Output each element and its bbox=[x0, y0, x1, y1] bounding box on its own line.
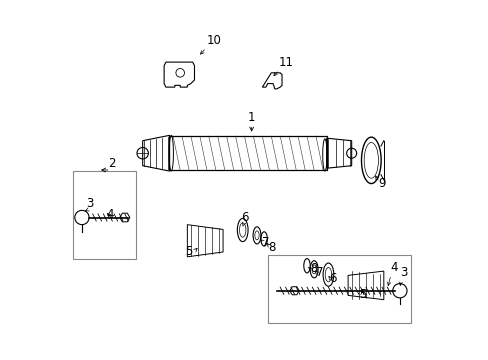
Text: 4: 4 bbox=[389, 261, 397, 274]
Text: 10: 10 bbox=[206, 34, 222, 47]
Text: 6: 6 bbox=[240, 211, 248, 224]
Text: 3: 3 bbox=[86, 197, 94, 210]
Text: 2: 2 bbox=[108, 157, 116, 171]
Text: 4: 4 bbox=[106, 207, 113, 221]
Bar bbox=[169, 136, 326, 170]
Text: 8: 8 bbox=[309, 262, 317, 275]
Text: 7: 7 bbox=[262, 236, 269, 249]
Text: 11: 11 bbox=[278, 56, 293, 69]
Text: 5: 5 bbox=[358, 288, 366, 301]
Bar bbox=[267, 255, 410, 323]
Text: 7: 7 bbox=[315, 266, 323, 279]
Text: 1: 1 bbox=[247, 111, 255, 124]
Text: 5: 5 bbox=[185, 245, 192, 258]
Bar bbox=[73, 171, 135, 258]
Text: 8: 8 bbox=[268, 242, 276, 255]
Text: 3: 3 bbox=[399, 266, 407, 279]
Text: 6: 6 bbox=[328, 272, 336, 285]
Text: 9: 9 bbox=[378, 177, 385, 190]
